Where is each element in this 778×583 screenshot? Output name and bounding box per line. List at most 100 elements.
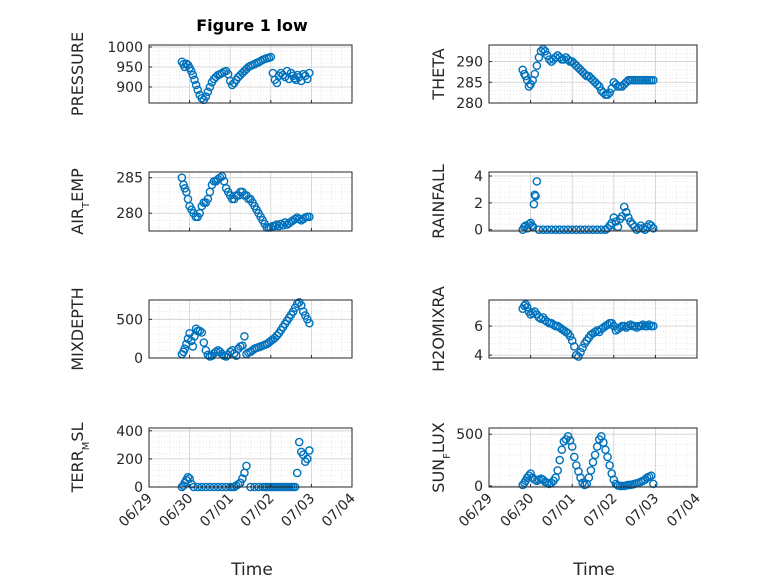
data-point [290,214,300,224]
data-point [619,202,629,212]
data-point [649,321,658,331]
data-point [578,343,587,353]
data-point [532,177,542,186]
x-axis-label-left: Time [230,560,273,580]
y-tick-label: 900 [116,80,143,96]
data-point [605,460,614,470]
data-point [538,225,548,234]
y-tick-label: 285 [456,75,483,91]
data-point [188,70,198,80]
axes-box [488,299,698,359]
data-point [563,55,573,64]
data-point [559,225,569,234]
data-point [534,225,544,234]
data-point [624,213,633,222]
data-point [528,308,537,318]
data-point [638,224,648,233]
data-point [557,445,567,455]
data-point [649,224,658,233]
data-point [605,88,614,97]
data-point [190,75,199,85]
data-point [555,53,565,62]
data-point [527,221,537,230]
subplot-air-temp: 280 285 AIRTEMP [68,168,353,235]
data-point [526,469,535,478]
data-point [569,452,579,462]
data-point [551,225,560,234]
y-axis-label: SUNFLUX [429,422,453,492]
data-point [185,474,194,483]
data-point [607,218,617,228]
data-point [272,331,282,340]
y-tick-label: 200 [116,452,143,468]
data-point [292,468,302,478]
data-point [588,225,598,234]
data-point [592,80,602,89]
axes-box [488,44,698,104]
data-point [597,225,606,234]
data-point [521,71,530,81]
y-axis-label: PRESSURE [68,32,87,116]
data-point [584,225,594,234]
y-tick-label: 950 [116,60,143,76]
y-tick-label: 4 [474,348,483,364]
y-tick-label: 0 [134,351,143,367]
data-point [217,171,227,181]
y-tick-label: 0 [474,223,483,239]
data-point [195,326,205,336]
data-point [609,213,619,222]
axes-box [148,299,353,359]
data-point [555,225,565,234]
plot-area [149,45,352,103]
y-tick-label: 0 [474,479,483,495]
data-point [572,225,581,234]
data-point [236,478,245,488]
data-point [576,473,585,482]
data-point [636,321,646,331]
data-point [522,302,532,312]
data-point [266,52,276,62]
data-point [642,321,652,331]
data-point [555,455,565,465]
data-point [646,471,656,480]
data-point [305,68,314,78]
subplot-h2omixra: 4 6 H2OMIXRA [429,286,698,372]
data-point [547,478,556,488]
data-point [563,431,573,441]
data-point [603,90,612,100]
data-point [567,336,577,345]
data-point [630,321,639,331]
subplot-rainfall: 0 2 4 RAINFALL [429,164,698,239]
data-point [542,51,552,60]
data-point [594,82,604,91]
y-tick-label: 2 [474,196,483,212]
axes-box [148,171,353,232]
data-point [624,321,633,331]
data-point [305,318,314,328]
data-point [578,478,587,488]
data-point [303,454,312,464]
data-point [621,207,631,217]
y-axis-label: H2OMIXRA [429,286,448,372]
data-point [240,332,249,341]
data-point [201,345,211,355]
data-point [540,46,550,56]
y-tick-label: 290 [456,55,483,71]
y-axis-label: RAINFALL [429,164,448,239]
y-tick-label: 1000 [107,40,143,56]
data-point [649,75,658,85]
data-point [603,320,612,329]
data-point [542,225,552,234]
data-point [603,452,612,462]
data-point [294,437,304,447]
data-point [186,66,196,76]
data-point [619,321,629,331]
y-axis-label: AIRTEMP [68,168,92,235]
data-point [305,446,314,455]
data-point [242,461,251,471]
y-tick-label: 500 [116,312,143,328]
y-tick-label: 6 [474,319,483,335]
figure-title: Figure 1 low [196,16,308,35]
data-point [580,225,589,234]
data-point [191,80,201,90]
